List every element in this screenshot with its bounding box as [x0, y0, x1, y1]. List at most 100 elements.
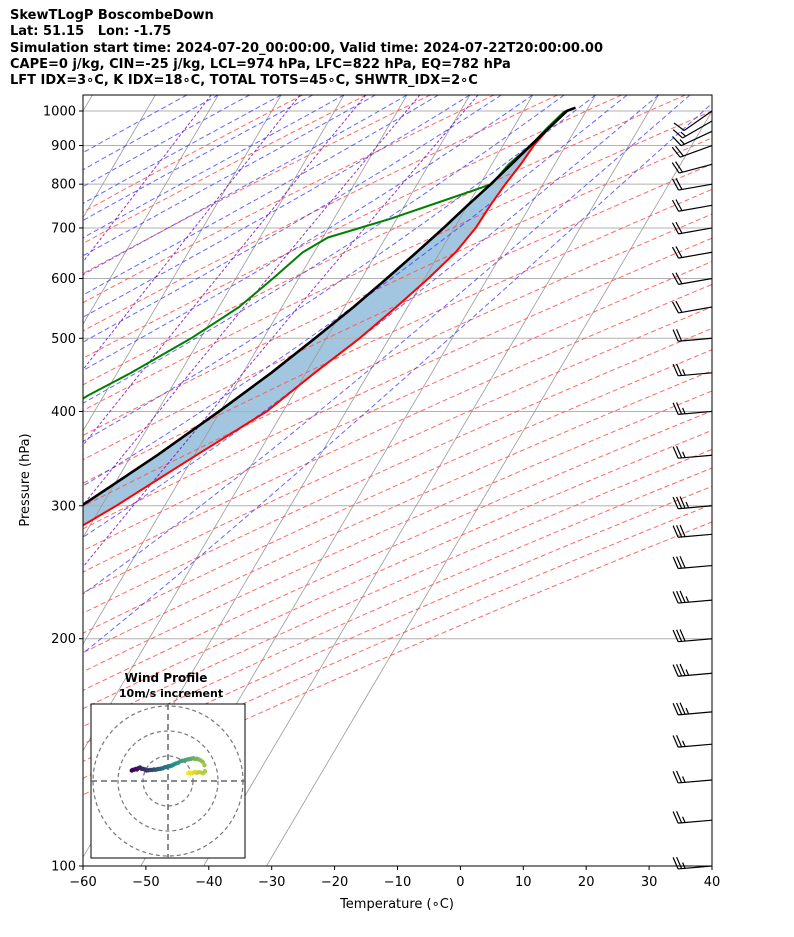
x-tick-label: −40: [195, 875, 222, 890]
mixing-ratio-line: [83, 95, 367, 447]
dry-adiabat: [83, 237, 712, 530]
x-tick-label: 20: [578, 875, 595, 890]
wind-barb: [672, 629, 713, 643]
wind-barb: [671, 144, 713, 158]
hodograph-title: Wind Profile: [125, 671, 208, 685]
x-axis-label: Temperature (∘C): [339, 897, 454, 912]
wind-barb: [672, 130, 713, 147]
wind-barb: [671, 221, 713, 235]
hodograph-point: [202, 769, 208, 774]
dry-adiabat: [83, 448, 712, 728]
x-tick-label: −10: [384, 875, 411, 890]
hodograph-subtitle: 10m/s increment: [119, 687, 223, 700]
moist-adiabat: [83, 95, 596, 442]
wind-barb: [672, 663, 713, 677]
y-tick-label: 400: [51, 405, 76, 420]
y-tick-label: 900: [51, 139, 76, 154]
hodograph-point: [129, 768, 134, 773]
time-line: Simulation start time: 2024-07-20_00:00:…: [10, 40, 603, 56]
wind-barb: [673, 110, 713, 131]
moist-adiabat: [83, 95, 502, 343]
dry-adiabat: [83, 429, 712, 710]
wind-barb: [671, 178, 713, 191]
wind-barb: [671, 300, 713, 314]
dry-adiabat: [83, 306, 712, 594]
y-tick-label: 1000: [43, 104, 76, 119]
dry-adiabat: [83, 260, 712, 552]
dry-adiabat: [83, 95, 431, 275]
wind-barb: [671, 246, 713, 259]
hodograph-ring: [117, 730, 219, 832]
indices-line-1: CAPE=0 j/kg, CIN=-25 j/kg, LCL=974 hPa, …: [10, 56, 511, 72]
y-axis-label: Pressure (hPa): [18, 433, 33, 526]
temperature-line: [83, 110, 568, 527]
y-tick-label: 800: [51, 178, 76, 193]
wind-barb: [672, 856, 713, 870]
dry-adiabat: [83, 95, 495, 304]
mixing-ratio-line: [83, 95, 421, 506]
dry-adiabat: [83, 327, 712, 614]
moist-adiabat: [83, 95, 439, 296]
wind-barb: [672, 329, 713, 342]
x-tick-label: 0: [456, 875, 464, 890]
wind-barb: [672, 446, 713, 459]
isotherm-line: [203, 95, 659, 866]
moist-adiabat: [83, 102, 712, 654]
dry-adiabat: [83, 137, 712, 437]
dry-adiabat: [83, 110, 712, 412]
dewpoint-line: [83, 110, 566, 400]
chart-header: SkewTLogP BoscombeDown Lat: 51.15 Lon: -…: [10, 8, 603, 89]
hodograph-point: [202, 763, 207, 768]
wind-barb: [671, 161, 713, 174]
wind-barb: [672, 734, 713, 748]
wind-barb: [672, 702, 713, 716]
wind-barb: [672, 556, 713, 570]
dry-adiabat: [83, 95, 686, 386]
wind-barb: [671, 272, 713, 285]
wind-barb: [672, 496, 713, 510]
moist-adiabat: [83, 95, 533, 372]
moist-adiabat: [83, 95, 628, 487]
mixing-ratio-line: [83, 95, 212, 263]
wind-barb: [672, 590, 713, 604]
dry-adiabat: [83, 349, 712, 634]
wind-barb: [672, 402, 713, 416]
y-tick-label: 700: [51, 221, 76, 236]
wind-barb: [671, 199, 713, 212]
moist-adiabat: [83, 95, 471, 318]
wind-barb: [672, 524, 713, 538]
lat-lon-line: Lat: 51.15 Lon: -1.75: [10, 24, 172, 40]
moist-adiabat: [83, 95, 691, 595]
sounding-profiles: [83, 106, 576, 527]
cape-shading: [83, 114, 564, 526]
moist-adiabat: [83, 95, 345, 239]
x-tick-label: −30: [258, 875, 285, 890]
isotherm-line: [83, 95, 345, 539]
axes: −60 −50 −40 −30 −20 −10 0 10 20 30 40 1000 900 800 700…: [43, 104, 720, 890]
dry-adiabat: [83, 95, 558, 332]
x-tick-label: −50: [132, 875, 159, 890]
indices-line-2: LFT IDX=3∘C, K IDX=18∘C, TOTAL TOTS=45∘C…: [10, 73, 478, 89]
hodograph-inset: [90, 703, 246, 859]
wind-barb: [672, 120, 713, 139]
moist-adiabat: [83, 95, 565, 404]
wind-barbs: [671, 110, 713, 870]
y-tick-label: 100: [51, 860, 76, 875]
x-tick-label: −60: [69, 875, 96, 890]
wind-barb: [672, 810, 713, 824]
station-title: SkewTLogP BoscombeDown: [10, 8, 214, 23]
moist-adiabat: [83, 95, 659, 538]
wind-barb: [672, 363, 713, 377]
x-tick-label: 30: [641, 875, 658, 890]
dry-adiabat: [83, 213, 712, 507]
moist-adiabat: [83, 95, 408, 276]
y-tick-label: 500: [51, 332, 76, 347]
moist-adiabat: [83, 95, 376, 257]
wind-barb: [672, 770, 713, 784]
isotherm-line: [266, 110, 712, 866]
isotherm-line: [83, 95, 282, 432]
cape-cin-area: [83, 114, 564, 526]
y-tick-label: 600: [51, 272, 76, 287]
x-tick-label: 10: [515, 875, 532, 890]
